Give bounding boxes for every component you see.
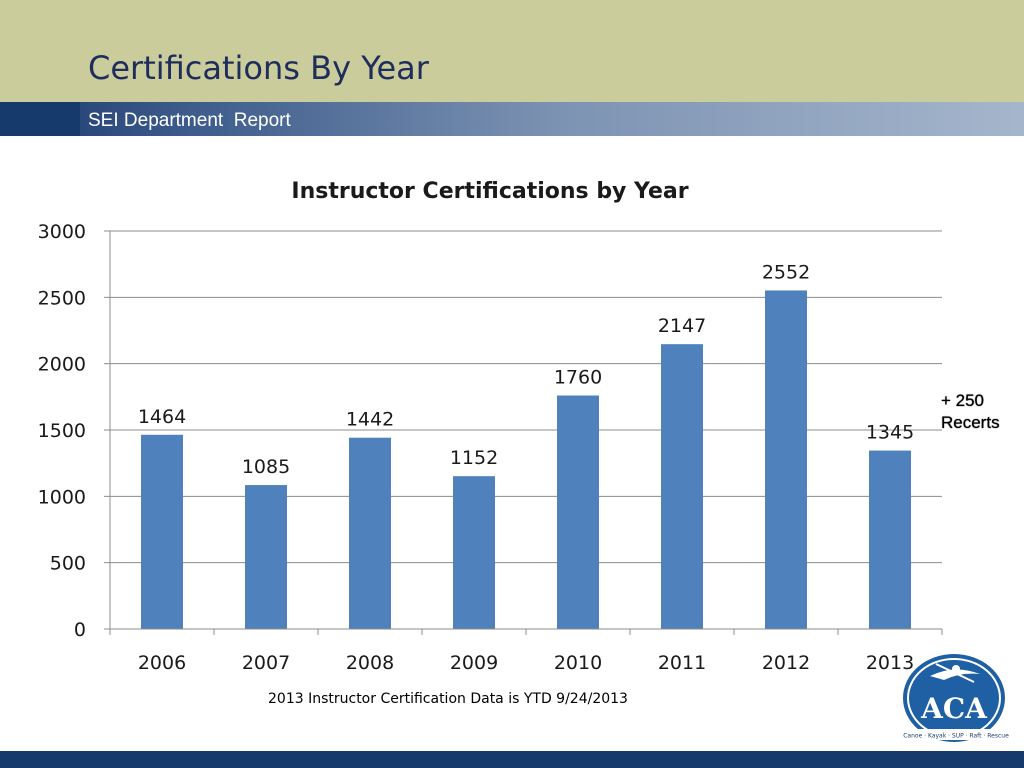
x-tick-label-2013: 2013 (866, 652, 914, 674)
logo-wordmark: ACA (920, 692, 988, 725)
x-tick-label-2008: 2008 (346, 652, 394, 674)
chart-gridlines (110, 230, 942, 564)
header-band (0, 0, 1024, 102)
data-label-2010: 1760 (554, 367, 602, 389)
paddler-head-icon (952, 665, 960, 673)
x-tick-label-2007: 2007 (242, 652, 290, 674)
aca-logo: ACA Canoe · Kayak · SUP · Raft · Rescue (903, 654, 1009, 742)
bar-2011 (661, 344, 703, 629)
logo-tagline-band (903, 729, 1009, 740)
y-tick-label: 3000 (38, 221, 86, 243)
data-label-2006: 1464 (138, 406, 186, 428)
x-tick-label-2009: 2009 (450, 652, 498, 674)
bar-2008 (349, 437, 391, 629)
recerts-annotation-line2: Recerts (941, 413, 1000, 432)
bar-chart: Instructor Certifications by Year 0 500 10… (38, 179, 943, 674)
chart-axes (104, 230, 943, 635)
chart-title: Instructor Certifications by Year (291, 179, 688, 204)
bar-2013 (869, 450, 911, 629)
bar-2006 (141, 434, 183, 629)
paddle-icon (935, 663, 975, 683)
slide-subtitle: SEI Department Report (88, 110, 291, 131)
x-tick-label-2011: 2011 (658, 652, 706, 674)
paddler-icon (930, 669, 980, 680)
data-label-2011: 2147 (658, 315, 706, 337)
y-tick-label: 1500 (38, 420, 86, 442)
chart-bars (141, 290, 911, 629)
subtitle-band-tab (0, 102, 80, 136)
y-tick-label: 1000 (38, 486, 86, 508)
y-tick-label: 2000 (38, 354, 86, 376)
subtitle-band (0, 102, 1024, 136)
recerts-annotation: + 250 Recerts (941, 390, 1000, 434)
logo-tagline: Canoe · Kayak · SUP · Raft · Rescue (903, 733, 1009, 740)
y-tick-label: 0 (74, 619, 86, 641)
bar-2009 (453, 476, 495, 629)
x-tick-label-2010: 2010 (554, 652, 602, 674)
bar-2010 (557, 395, 599, 629)
x-tick-label-2012: 2012 (762, 652, 810, 674)
chart-labels: 0 500 1000 1500 2000 2500 3000 1464 2006 1085 2007… (38, 221, 915, 674)
chart-footnote: 2013 Instructor Certification Data is YT… (268, 691, 628, 707)
data-label-2013: 1345 (866, 422, 914, 444)
slide-title: Certifications By Year (88, 49, 429, 87)
y-tick-label: 500 (50, 553, 86, 575)
recerts-annotation-line1: + 250 (941, 391, 985, 410)
footer-band (0, 751, 1024, 768)
x-tick-label-2006: 2006 (138, 652, 186, 674)
logo-oval (903, 654, 1005, 742)
y-tick-label: 2500 (38, 287, 86, 309)
bar-2012 (765, 290, 807, 629)
data-label-2012: 2552 (762, 261, 810, 283)
data-label-2007: 1085 (242, 456, 290, 478)
data-label-2008: 1442 (346, 409, 394, 431)
data-label-2009: 1152 (450, 447, 498, 469)
bar-2007 (245, 485, 287, 629)
